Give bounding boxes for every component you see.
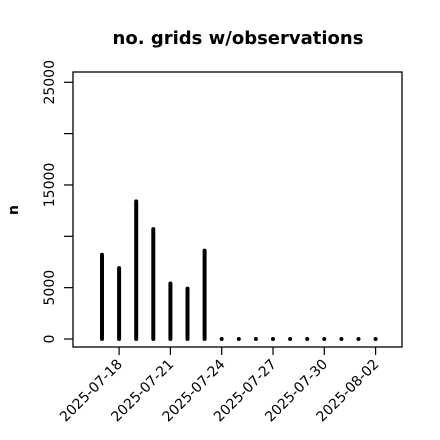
plot-frame	[72, 71, 403, 348]
bar-2025-07-28	[288, 337, 293, 341]
bar-2025-07-30	[322, 337, 327, 341]
y-axis: 0 5000 15000 25000	[42, 60, 73, 343]
y-tick-label-25000: 25000	[42, 60, 58, 105]
x-axis: 2025-07-182025-07-212025-07-242025-07-27…	[57, 347, 382, 425]
y-tick-label-15000: 15000	[42, 163, 58, 208]
bar-2025-08-01	[356, 337, 361, 341]
bar-2025-07-27	[271, 337, 275, 341]
bar-2025-07-24	[219, 337, 224, 341]
bar-2025-07-31	[339, 337, 344, 341]
bar-2025-07-29	[305, 337, 310, 341]
bar-2025-08-02	[373, 337, 378, 341]
y-axis-label: n	[6, 205, 22, 215]
y-tick-label-0: 0	[42, 335, 58, 344]
bar-2025-07-26	[253, 337, 258, 341]
bar-2025-07-25	[236, 337, 241, 341]
y-tick-label-5000: 5000	[42, 270, 58, 306]
chart-title: no. grids w/observations	[113, 28, 364, 49]
bars-group	[100, 199, 378, 341]
